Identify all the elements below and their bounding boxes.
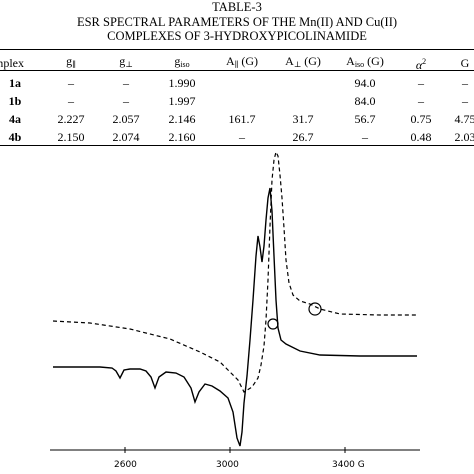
cell-a-parallel: – [239,130,245,144]
table-top-rule [0,49,474,50]
cell-complex: 1a [9,76,21,90]
table-title-line-2: COMPLEXES OF 3-HYDROXYPICOLINAMIDE [107,29,367,43]
header-a-iso: Aiso (G) [346,54,384,69]
header-complex: omplex [0,56,24,70]
cell-g-parallel: – [68,76,74,90]
cell-complex: 4a [9,112,21,126]
header-alpha-squared: α2 [415,56,427,72]
cell-g-factor: – [462,94,468,108]
cell-g-iso: 2.146 [168,112,196,126]
axis-tick-label: 3400 G [332,460,365,470]
cell-alpha-squared: 0.75 [410,112,432,126]
cell-a-perpendicular: 26.7 [292,130,314,144]
table-row: 1a – – 1.990 94.0 – – [0,74,474,92]
cell-a-perpendicular [272,92,334,110]
table-row: 4b 2.150 2.074 2.160 – 26.7 – 0.48 2.03 [0,128,474,146]
cell-g-iso: 2.160 [168,130,196,144]
header-a-perpendicular: A⊥ (G) [285,54,321,69]
marker-circle-dashed [308,302,322,316]
cell-g-perpendicular: – [123,76,129,90]
header-g-factor: G [460,56,470,70]
cell-g-parallel: 2.150 [57,130,85,144]
cell-a-perpendicular: 31.7 [292,112,314,126]
cell-a-iso: – [362,130,368,144]
cell-a-parallel [212,92,272,110]
esr-parameters-table: omplex g∥ g⊥ giso A∥ (G) A⊥ (G) Aiso (G)… [0,52,474,146]
table-row: 1b – – 1.997 84.0 – – [0,92,474,110]
cell-g-iso: 1.990 [168,76,196,90]
cell-a-iso: 94.0 [354,76,376,90]
cell-g-parallel: 2.227 [57,112,85,126]
cell-a-perpendicular [272,74,334,92]
spectrum-trace-solid [53,187,417,447]
esr-spectrum-figure: 2600 3000 3400 G [50,150,420,470]
cell-alpha-squared: – [418,76,424,90]
cell-a-iso: 56.7 [354,112,376,126]
header-g-iso: giso [174,54,190,69]
table-header-row: omplex g∥ g⊥ giso A∥ (G) A⊥ (G) Aiso (G)… [0,52,474,74]
cell-a-parallel [212,74,272,92]
table-bottom-rule [0,145,474,146]
cell-alpha-squared: – [418,94,424,108]
header-g-perpendicular: g⊥ [119,54,133,69]
cell-complex: 4b [8,130,22,144]
cell-g-factor: 4.75 [454,112,474,126]
axis-tick-label: 2600 [114,460,137,470]
header-a-parallel: A∥ (G) [225,54,259,69]
cell-g-perpendicular: 2.057 [112,112,140,126]
table-title-line-1: ESR SPECTRAL PARAMETERS OF THE Mn(II) AN… [76,14,398,29]
table-title-block: TABLE-3 ESR SPECTRAL PARAMETERS OF THE M… [0,0,474,44]
cell-g-parallel: – [68,94,74,108]
cell-alpha-squared: 0.48 [410,130,432,144]
cell-g-factor: – [462,76,468,90]
cell-g-perpendicular: – [123,94,129,108]
table-row: 4a 2.227 2.057 2.146 161.7 31.7 56.7 0.7… [0,110,474,128]
cell-g-factor: 2.03 [454,130,474,144]
cell-g-perpendicular: 2.074 [112,130,140,144]
cell-a-iso: 84.0 [354,94,376,108]
cell-complex: 1b [8,94,22,108]
axis-tick-label: 3000 [216,460,239,470]
table-header-rule [0,70,474,71]
table-label: TABLE-3 [212,0,262,14]
marker-circle-solid [267,318,279,330]
header-g-parallel: g∥ [66,54,76,69]
cell-a-parallel: 161.7 [228,112,256,126]
cell-g-iso: 1.997 [168,94,196,108]
